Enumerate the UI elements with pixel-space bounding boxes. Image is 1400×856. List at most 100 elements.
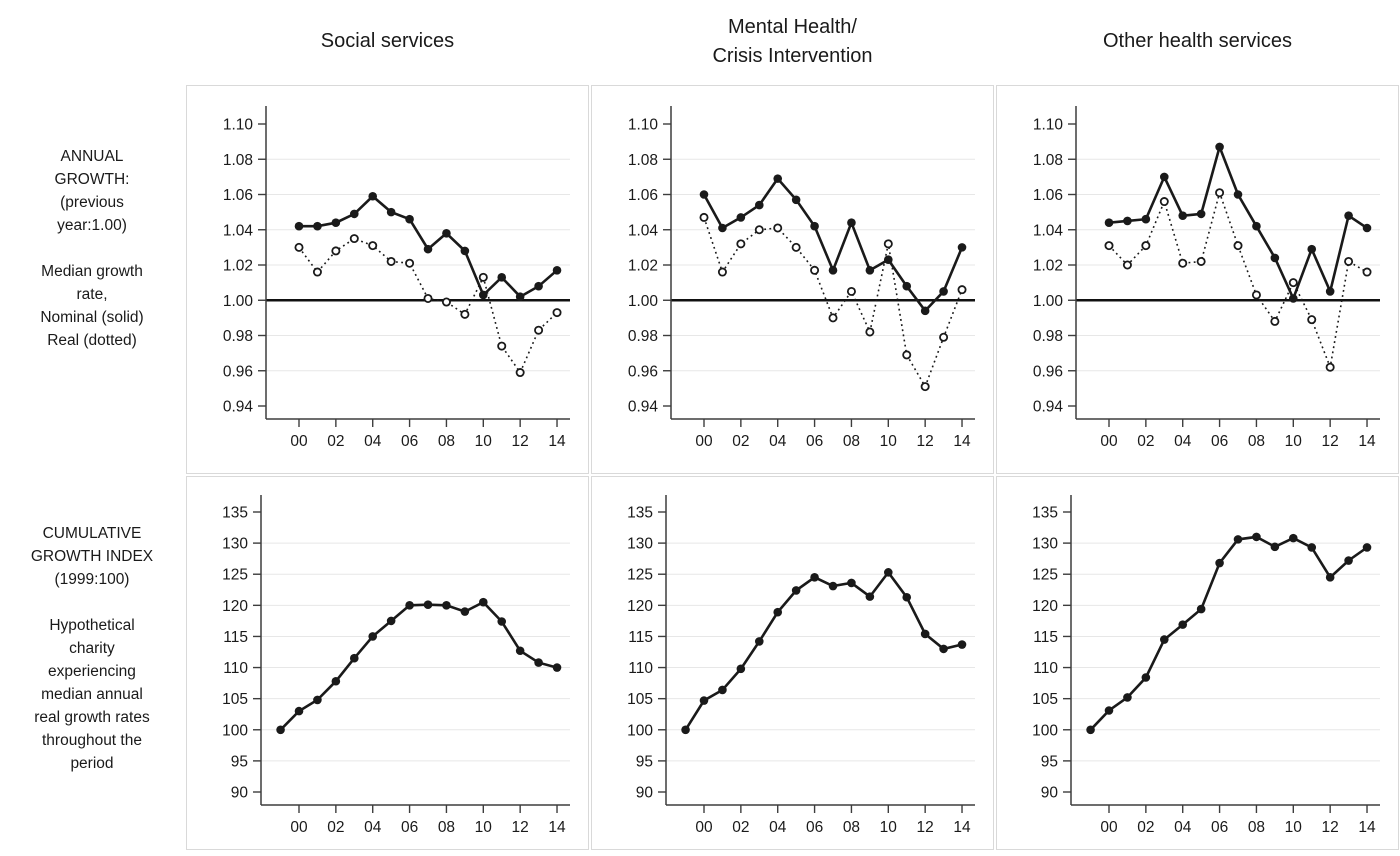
solid-data-point <box>1104 706 1114 715</box>
solid-data-point <box>699 696 709 705</box>
open-data-point <box>331 246 341 256</box>
open-data-point <box>1233 241 1243 251</box>
solid-data-point <box>294 706 304 716</box>
y-tick-label: 115 <box>628 629 653 646</box>
y-tick-label: 1.06 <box>628 187 658 204</box>
x-tick-label: 00 <box>695 433 713 450</box>
solid-data-point <box>1252 221 1261 231</box>
solid-data-point <box>902 592 912 602</box>
solid-data-point <box>847 578 856 588</box>
x-tick-label: 06 <box>806 433 823 450</box>
solid-data-point <box>515 646 525 656</box>
x-tick-label: 14 <box>953 819 971 836</box>
y-tick-label: 95 <box>1041 753 1058 770</box>
solid-series-line <box>1089 535 1368 731</box>
x-tick-label: 04 <box>769 433 787 450</box>
row-label-annual-growth-body: Median growth rate, Nominal (solid) Real… <box>40 263 144 349</box>
solid-data-point <box>920 629 930 639</box>
x-tick-label: 00 <box>290 819 308 836</box>
x-tick-label: 08 <box>1248 433 1265 450</box>
y-tick-label: 0.94 <box>628 399 659 416</box>
open-data-point <box>1307 315 1317 325</box>
x-tick-label: 06 <box>1211 819 1228 836</box>
y-tick-label: 1.02 <box>628 258 658 275</box>
solid-data-point <box>1325 573 1335 582</box>
solid-data-point <box>828 265 838 275</box>
x-tick-label: 10 <box>880 433 898 450</box>
open-data-point <box>478 272 488 282</box>
row-label-annual-growth: ANNUAL GROWTH: (previous year:1.00) Medi… <box>0 85 184 474</box>
solid-data-point <box>939 287 948 296</box>
solid-data-point <box>515 292 525 302</box>
solid-data-point <box>386 616 396 626</box>
open-data-point <box>1196 256 1206 266</box>
y-tick-label: 95 <box>231 753 248 770</box>
open-data-point <box>902 350 912 360</box>
solid-data-point <box>736 213 746 222</box>
y-tick-label: 0.98 <box>1033 328 1063 345</box>
row-label-cumulative-index: CUMULATIVE GROWTH INDEX (1999:100) Hypot… <box>0 476 184 850</box>
solid-data-point <box>294 221 304 231</box>
y-tick-label: 1.08 <box>628 152 658 169</box>
solid-data-point <box>773 174 783 183</box>
y-tick-label: 110 <box>1033 660 1058 677</box>
panel-annual-other: 0.94 0.96 0.98 1.00 1.02 1.04 1.06 1.08 1.10 00 02… <box>996 85 1399 474</box>
solid-data-point <box>1159 172 1169 182</box>
x-tick-label: 02 <box>1137 433 1154 450</box>
solid-data-point <box>810 573 819 582</box>
x-tick-label: 10 <box>1285 433 1303 450</box>
x-tick-label: 08 <box>843 433 860 450</box>
open-data-point <box>773 223 783 233</box>
solid-data-point <box>736 664 746 674</box>
y-tick-label: 1.00 <box>628 293 659 310</box>
solid-data-point <box>1215 142 1224 152</box>
x-tick-label: 14 <box>1358 433 1376 450</box>
open-data-point <box>423 293 433 303</box>
y-tick-label: 0.94 <box>1033 399 1064 416</box>
y-tick-label: 1.08 <box>1033 152 1063 169</box>
open-data-point <box>1159 197 1169 207</box>
solid-data-point <box>1123 693 1132 702</box>
open-data-point <box>883 239 893 249</box>
solid-data-point <box>479 290 488 300</box>
solid-series-line <box>279 600 558 731</box>
open-data-point <box>405 258 415 268</box>
solid-data-point <box>368 632 378 641</box>
open-data-point <box>441 297 451 307</box>
open-data-point <box>294 242 304 252</box>
solid-data-point <box>1344 211 1353 220</box>
panel-annual-social: 0.94 0.96 0.98 1.00 1.02 1.04 1.06 1.08 1.10 00 02… <box>186 85 589 474</box>
solid-data-point <box>1289 294 1298 303</box>
solid-data-point <box>349 209 359 219</box>
y-tick-label: 0.96 <box>223 363 253 380</box>
row-label-cumulative-index-body: Hypothetical charity experiencing median… <box>34 616 150 772</box>
open-data-point <box>791 242 801 252</box>
y-tick-label: 120 <box>1032 598 1058 615</box>
solid-data-point <box>534 658 543 667</box>
x-tick-label: 02 <box>732 433 749 450</box>
x-tick-label: 12 <box>917 819 934 836</box>
open-data-point <box>368 241 378 251</box>
open-data-point <box>957 285 967 295</box>
solid-data-point <box>718 223 727 233</box>
solid-data-point <box>1141 214 1151 224</box>
column-title-social-services: Social services <box>320 30 455 52</box>
y-tick-label: 1.04 <box>223 222 254 239</box>
x-tick-label: 12 <box>917 433 934 450</box>
solid-data-point <box>460 607 470 616</box>
x-tick-label: 04 <box>364 433 382 450</box>
open-data-point <box>1141 241 1151 251</box>
y-tick-label: 0.96 <box>628 363 658 380</box>
y-tick-label: 1.02 <box>1033 258 1063 275</box>
x-tick-label: 14 <box>1358 819 1376 836</box>
open-data-point <box>699 212 709 222</box>
x-tick-label: 04 <box>364 819 382 836</box>
column-title-mental-health: Mental Health/ Crisis Intervention <box>712 15 873 67</box>
y-tick-label: 1.10 <box>223 117 254 134</box>
solid-data-point <box>718 685 727 695</box>
open-data-point <box>939 332 949 342</box>
x-tick-label: 12 <box>1322 433 1339 450</box>
solid-data-point <box>754 200 764 210</box>
open-data-point <box>1178 258 1188 268</box>
